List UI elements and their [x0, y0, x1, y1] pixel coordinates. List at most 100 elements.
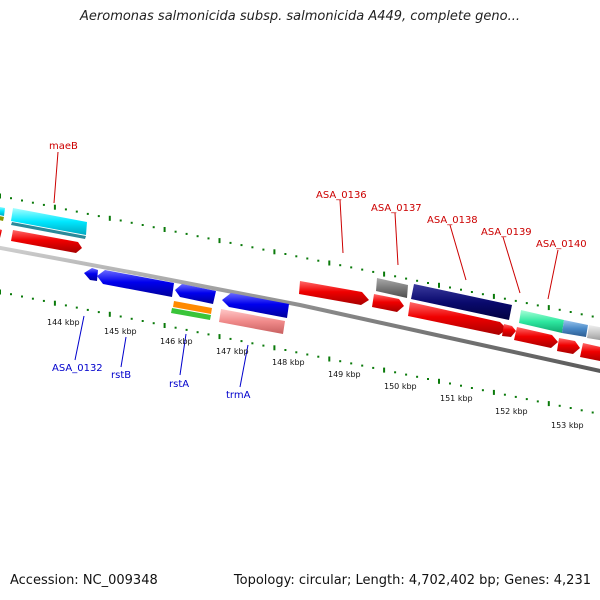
inner-ring-major-tick [492, 389, 495, 395]
gene-ASA_0140[interactable] [562, 320, 588, 337]
inner-ring-minor-tick [251, 342, 254, 345]
inner-ring-major-tick [383, 367, 386, 373]
inner-ring-minor-tick [42, 299, 45, 302]
scale-label-153: 153 kbp [551, 421, 584, 430]
scale-labels: 144 kbp 145 kbp 146 kbp 147 kbp 148 kbp … [47, 318, 584, 430]
gene-forward-red-1[interactable] [11, 230, 82, 253]
gene-rstA[interactable] [175, 284, 216, 304]
label-trmA[interactable]: trmA [226, 390, 251, 401]
label-ASA_0136[interactable]: ASA_0136 [316, 190, 367, 201]
outer-ring-minor-tick [196, 235, 199, 238]
gene-feature-edge-red[interactable] [0, 228, 2, 238]
scale-label-144: 144 kbp [47, 318, 80, 327]
label-ASA_0137[interactable]: ASA_0137 [371, 203, 422, 214]
outer-ring-minor-tick [10, 197, 12, 200]
outer-ring-minor-tick [240, 244, 243, 247]
inner-ring-minor-tick [470, 387, 473, 389]
inner-ring-minor-tick [86, 308, 89, 311]
label-rstB[interactable]: rstB [111, 370, 131, 381]
inner-ring-minor-tick [525, 398, 528, 401]
inner-ring-minor-tick [361, 364, 364, 367]
inner-ring-major-tick [328, 356, 331, 362]
gene-feature-edge-cyan[interactable] [0, 206, 5, 216]
outer-ring-minor-tick [42, 203, 45, 206]
outer-ring-minor-tick [295, 255, 298, 258]
inner-ring-major-tick [108, 311, 111, 317]
inner-ring-minor-tick [427, 378, 429, 380]
outer-ring-minor-tick [317, 259, 320, 262]
gene-ASA_0136[interactable] [299, 281, 369, 305]
reverse-strand-features [84, 268, 289, 334]
scale-label-152: 152 kbp [495, 407, 528, 416]
outer-ring-minor-tick [185, 232, 188, 235]
label-ASA_0132[interactable]: ASA_0132 [52, 363, 103, 374]
inner-tick-ring [0, 289, 594, 414]
inner-ring-minor-tick [64, 304, 67, 307]
inner-ring-minor-tick [306, 353, 309, 356]
label-rstA[interactable]: rstA [169, 379, 189, 390]
outer-ring-minor-tick [306, 257, 309, 260]
forward-strand-features [0, 206, 600, 362]
inner-ring-major-tick [163, 323, 166, 328]
gene-trmA-pink[interactable] [219, 309, 285, 334]
label-ASA_0138[interactable]: ASA_0138 [427, 215, 478, 226]
scale-label-148: 148 kbp [272, 358, 305, 367]
outer-ring-minor-tick [130, 221, 133, 224]
gene-forward-red-7[interactable] [580, 343, 600, 362]
gene-trmA[interactable] [222, 293, 289, 318]
outer-ring-minor-tick [152, 226, 155, 229]
outer-ring-minor-tick [536, 304, 539, 307]
inner-ring-major-tick [0, 289, 1, 295]
gene-ASA_0139[interactable] [519, 310, 564, 333]
scale-label-149: 149 kbp [328, 370, 361, 379]
gene-ASA_0137[interactable] [376, 278, 408, 298]
inner-ring-minor-tick [514, 395, 517, 398]
gene-forward-red-4[interactable] [502, 324, 516, 337]
outer-ring-major-tick [547, 305, 550, 311]
label-ASA_0140[interactable]: ASA_0140 [536, 239, 587, 250]
inner-ring-minor-tick [350, 362, 353, 365]
scale-label-150: 150 kbp [384, 382, 417, 391]
inner-ring-minor-tick [130, 317, 133, 320]
outer-tick-ring [0, 193, 594, 318]
inner-ring-minor-tick [185, 328, 188, 331]
outer-ring-major-tick [163, 227, 166, 232]
gene-rstA-orange[interactable] [173, 301, 212, 314]
gene-rstB[interactable] [97, 270, 174, 297]
gene-forward-red-3[interactable] [408, 302, 507, 335]
outer-ring-minor-tick [119, 219, 122, 222]
gene-forward-red-6[interactable] [557, 338, 580, 354]
inner-ring-minor-tick [262, 344, 265, 347]
gene-edge-silver[interactable] [587, 325, 600, 341]
outer-ring-minor-tick [207, 237, 210, 240]
outer-ring-minor-tick [591, 315, 594, 318]
gene-ASA_0132[interactable] [84, 268, 98, 281]
inner-ring-minor-tick [75, 306, 78, 309]
outer-ring-minor-tick [525, 302, 528, 305]
outer-ring-minor-tick [405, 277, 408, 280]
outer-ring-major-tick [218, 238, 221, 244]
gene-forward-red-2[interactable] [372, 294, 404, 312]
inner-ring-minor-tick [174, 326, 177, 329]
outer-ring-major-tick [438, 282, 440, 288]
outer-ring-minor-tick [427, 282, 429, 284]
gene-ASA_0138[interactable] [411, 284, 512, 320]
outer-ring-minor-tick [31, 201, 34, 204]
label-ASA_0139[interactable]: ASA_0139 [481, 227, 532, 238]
inner-ring-minor-tick [580, 409, 583, 412]
inner-ring-minor-tick [152, 322, 155, 325]
gene-maeB-sublayer[interactable] [11, 222, 86, 239]
gene-rstA-green[interactable] [171, 308, 211, 320]
scale-label-147: 147 kbp [216, 347, 249, 356]
inner-ring-minor-tick [372, 366, 375, 369]
outer-ring-minor-tick [284, 253, 287, 255]
gene-feature-edge-olive[interactable] [0, 215, 4, 221]
outer-ring-minor-tick [21, 199, 23, 202]
gene-maeB[interactable] [11, 208, 87, 235]
inner-ring-minor-tick [31, 297, 34, 300]
label-maeB[interactable]: maeB [49, 141, 78, 152]
scale-label-151: 151 kbp [440, 394, 473, 403]
outer-ring-minor-tick [361, 268, 364, 271]
gene-forward-red-5[interactable] [514, 327, 558, 348]
